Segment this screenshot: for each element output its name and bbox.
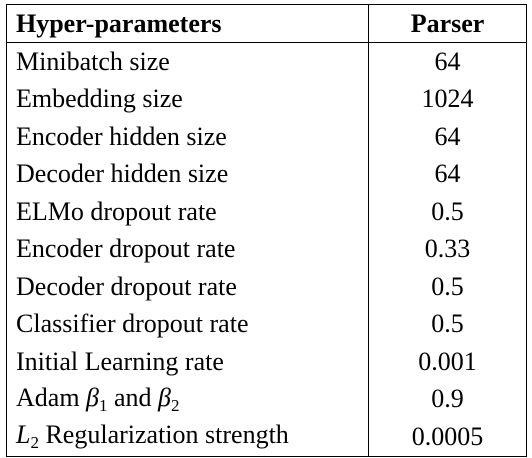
param-name: Encoder hidden size	[6, 118, 369, 156]
l2-suffix-text: Regularization strength	[38, 420, 289, 450]
table-row: Decoder dropout rate 0.5	[6, 268, 527, 306]
table-row: Decoder hidden size 64	[6, 155, 527, 193]
adam-and-text: and	[107, 382, 159, 412]
param-value: 64	[368, 42, 527, 81]
beta2-symbol: β	[158, 382, 171, 412]
table-row: Embedding size 1024	[6, 80, 527, 118]
table-row: L2 Regularization strength 0.0005	[6, 418, 527, 457]
table-row: Adam β1 and β2 0.9	[6, 380, 527, 418]
adam-prefix-text: Adam	[16, 382, 87, 412]
param-value: 0.33	[368, 230, 527, 268]
param-value: 64	[368, 118, 527, 156]
l2-subscript: 2	[30, 433, 39, 453]
table-header-row: Hyper-parameters Parser	[6, 4, 527, 43]
param-value: 64	[368, 155, 527, 193]
table-row: Encoder hidden size 64	[6, 118, 527, 156]
param-name: Initial Learning rate	[6, 343, 369, 381]
param-value: 0.5	[368, 305, 527, 343]
table-row: Classifier dropout rate 0.5	[6, 305, 527, 343]
param-value: 0.001	[368, 343, 527, 381]
param-name: Decoder dropout rate	[6, 268, 369, 306]
param-value: 0.9	[368, 380, 527, 418]
header-hyper-parameters: Hyper-parameters	[6, 4, 369, 43]
param-name-l2-regularization: L2 Regularization strength	[6, 418, 369, 457]
hyperparameter-table: Hyper-parameters Parser Minibatch size 6…	[6, 4, 527, 457]
param-name: Decoder hidden size	[6, 155, 369, 193]
beta2-subscript: 2	[171, 395, 180, 415]
table-row: Minibatch size 64	[6, 42, 527, 81]
param-value: 0.0005	[368, 418, 527, 457]
param-name: Minibatch size	[6, 42, 369, 81]
l2-symbol: L	[16, 420, 31, 450]
param-name: Classifier dropout rate	[6, 305, 369, 343]
beta1-symbol: β	[86, 382, 99, 412]
table-row: ELMo dropout rate 0.5	[6, 193, 527, 231]
param-name: Encoder dropout rate	[6, 230, 369, 268]
param-value: 0.5	[368, 193, 527, 231]
beta1-subscript: 1	[99, 395, 108, 415]
param-value: 1024	[368, 80, 527, 118]
param-name: Embedding size	[6, 80, 369, 118]
param-value: 0.5	[368, 268, 527, 306]
header-parser: Parser	[368, 4, 527, 43]
table-row: Initial Learning rate 0.001	[6, 343, 527, 381]
table-row: Encoder dropout rate 0.33	[6, 230, 527, 268]
param-name: ELMo dropout rate	[6, 193, 369, 231]
param-name-adam-betas: Adam β1 and β2	[6, 380, 369, 418]
